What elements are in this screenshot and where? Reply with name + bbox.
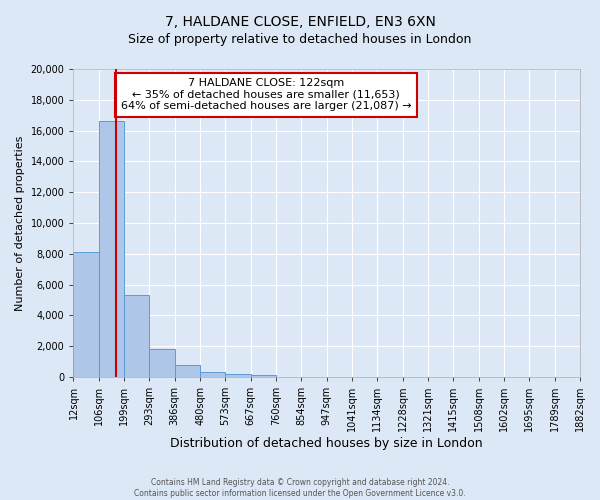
Bar <box>73 252 99 377</box>
Bar <box>200 372 226 377</box>
Text: Contains HM Land Registry data © Crown copyright and database right 2024.
Contai: Contains HM Land Registry data © Crown c… <box>134 478 466 498</box>
Y-axis label: Number of detached properties: Number of detached properties <box>15 136 25 310</box>
Bar <box>99 122 124 377</box>
Text: 7 HALDANE CLOSE: 122sqm
← 35% of detached houses are smaller (11,653)
64% of sem: 7 HALDANE CLOSE: 122sqm ← 35% of detache… <box>121 78 411 112</box>
Bar <box>251 376 276 377</box>
Text: Size of property relative to detached houses in London: Size of property relative to detached ho… <box>128 32 472 46</box>
X-axis label: Distribution of detached houses by size in London: Distribution of detached houses by size … <box>170 437 483 450</box>
Bar <box>175 364 200 377</box>
Bar <box>226 374 251 377</box>
Bar <box>149 349 175 377</box>
Text: 7, HALDANE CLOSE, ENFIELD, EN3 6XN: 7, HALDANE CLOSE, ENFIELD, EN3 6XN <box>164 15 436 29</box>
Bar <box>124 296 149 377</box>
